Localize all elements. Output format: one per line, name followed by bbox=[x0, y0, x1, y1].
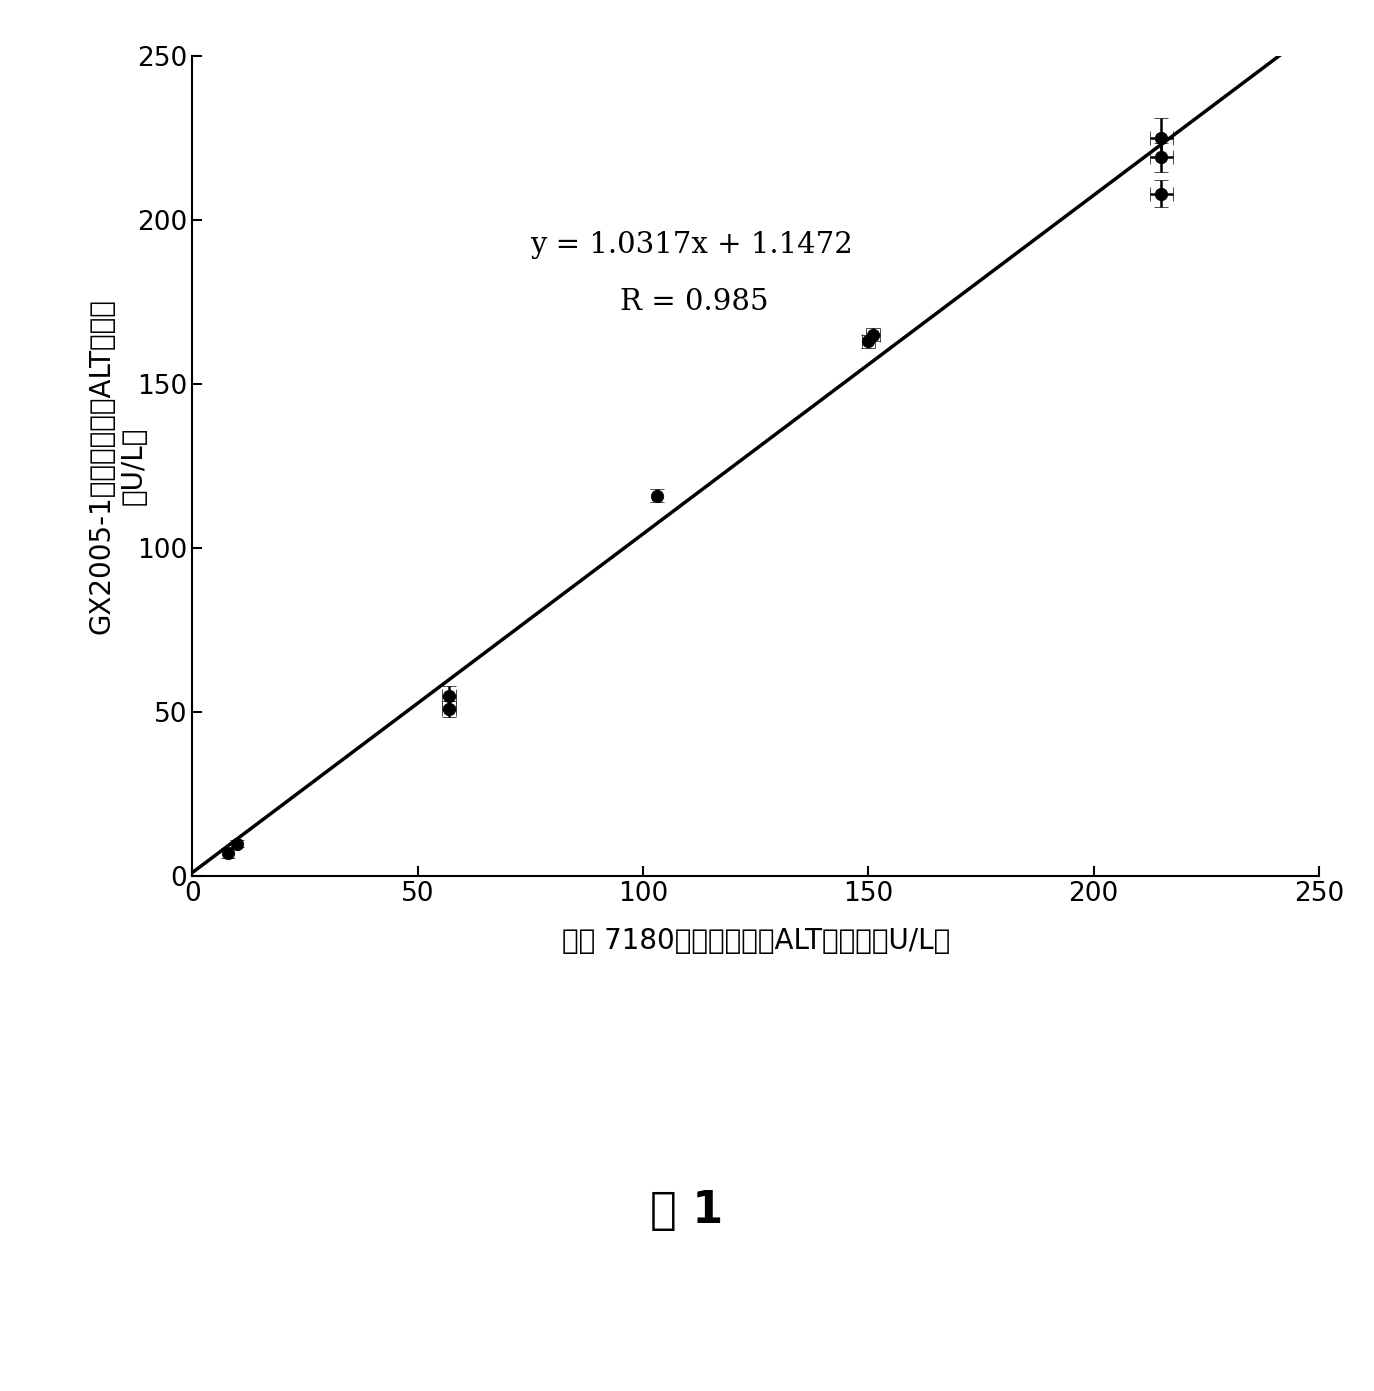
Text: R = 0.985: R = 0.985 bbox=[621, 288, 769, 316]
Y-axis label: GX2005-1测定人体血清ALT检测值
（U/L）: GX2005-1测定人体血清ALT检测值 （U/L） bbox=[88, 298, 148, 634]
X-axis label: 日立 7180测定人体血清ALT检测值（U/L）: 日立 7180测定人体血清ALT检测值（U/L） bbox=[562, 926, 949, 954]
Text: 图 1: 图 1 bbox=[650, 1189, 724, 1231]
Text: y = 1.0317x + 1.1472: y = 1.0317x + 1.1472 bbox=[530, 231, 853, 259]
